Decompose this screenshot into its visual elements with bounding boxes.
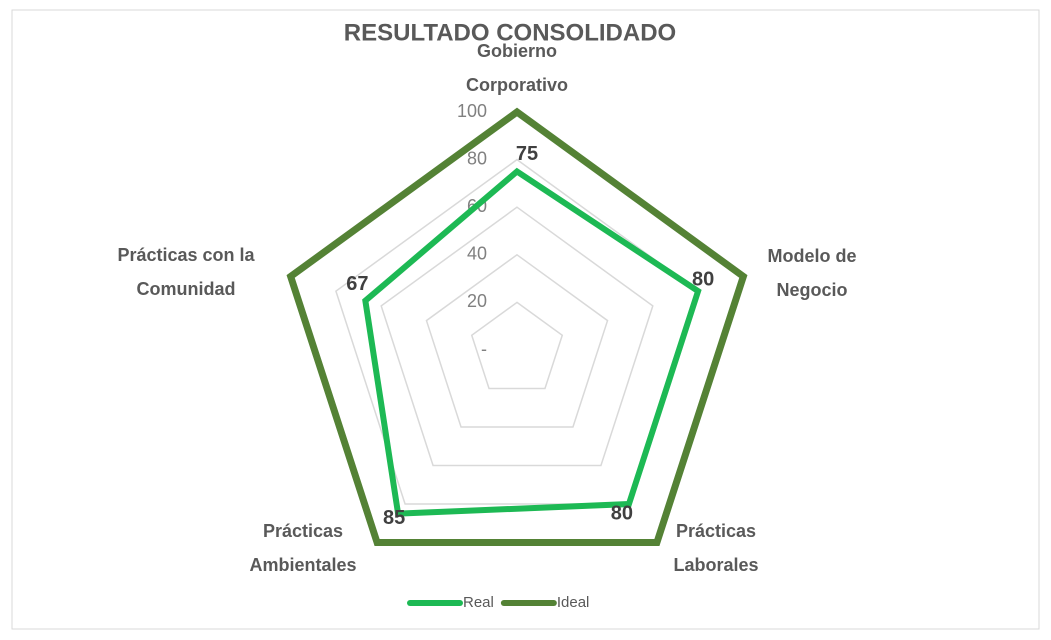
chart-title: RESULTADO CONSOLIDADO [344, 19, 676, 46]
series-line [362, 167, 702, 517]
chart-border [11, 9, 1040, 630]
legend-label: Ideal [557, 594, 590, 611]
data-label: 67 [346, 273, 368, 295]
data-label: 80 [692, 268, 714, 290]
y-tick-label: 20 [467, 291, 487, 311]
data-label: 80 [611, 502, 633, 524]
data-label: 85 [383, 507, 405, 529]
category-label: Prácticas Laborales [673, 521, 759, 575]
data-label: 75 [516, 143, 538, 165]
category-label: Modelo de Negocio [767, 246, 857, 300]
y-tick-label: 80 [467, 148, 487, 168]
y-tick-label: - [481, 339, 487, 359]
series-line [286, 107, 748, 547]
category-label: Prácticas con la Comunidad [117, 245, 255, 299]
y-tick-label: 100 [457, 101, 487, 121]
grid-ring [425, 253, 609, 428]
grid-ring [470, 301, 564, 390]
legend-label: Real [463, 594, 494, 611]
category-label: Gobierno Corporativo [465, 41, 568, 95]
y-tick-label: 40 [467, 244, 487, 264]
grid-ring [380, 206, 654, 467]
category-label: Prácticas Ambientales [249, 521, 357, 575]
